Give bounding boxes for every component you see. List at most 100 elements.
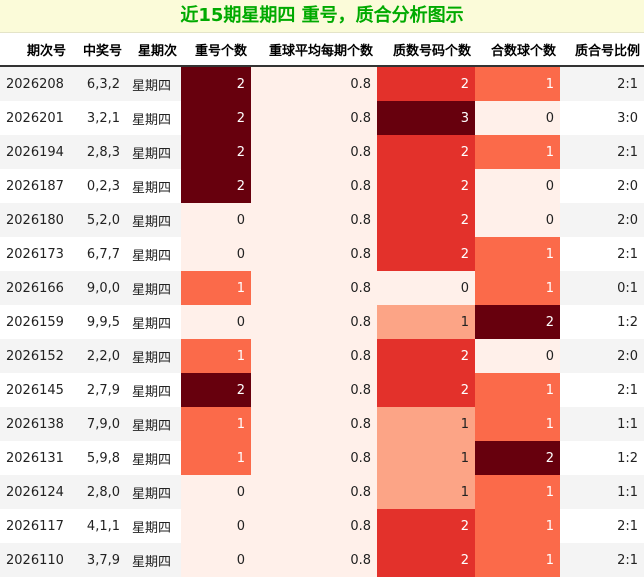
- winning-number-cell: 7,9,0: [70, 407, 126, 441]
- weekday-cell: 星期四: [126, 169, 181, 203]
- page-title: 近15期星期四 重号，质合分析图示: [0, 0, 644, 33]
- composite-count-cell: 1: [475, 135, 560, 169]
- winning-number-cell: 9,9,5: [70, 305, 126, 339]
- composite-count-cell: 2: [475, 441, 560, 475]
- weekday-cell: 星期四: [126, 135, 181, 169]
- ratio-cell: 1:2: [560, 441, 644, 475]
- winning-number-cell: 3,7,9: [70, 543, 126, 577]
- table-row: 2026152 2,2,0 星期四 1 0.8 2 0 2:0: [0, 339, 644, 373]
- repeat-average-cell: 0.8: [251, 237, 377, 271]
- repeat-average-cell: 0.8: [251, 441, 377, 475]
- ratio-cell: 2:0: [560, 169, 644, 203]
- header-issue: 期次号: [0, 33, 70, 67]
- issue-cell: 2026110: [0, 543, 70, 577]
- repeat-count-cell: 0: [181, 203, 251, 237]
- issue-cell: 2026180: [0, 203, 70, 237]
- composite-count-cell: 1: [475, 475, 560, 509]
- table-row: 2026145 2,7,9 星期四 2 0.8 2 1 2:1: [0, 373, 644, 407]
- table-header-row: 期次号 中奖号 星期次 重号个数 重球平均每期个数 质数号码个数 合数球个数 质…: [0, 33, 644, 67]
- repeat-count-cell: 1: [181, 339, 251, 373]
- weekday-cell: 星期四: [126, 203, 181, 237]
- repeat-count-cell: 2: [181, 373, 251, 407]
- ratio-cell: 2:1: [560, 543, 644, 577]
- issue-cell: 2026166: [0, 271, 70, 305]
- prime-count-cell: 3: [377, 101, 475, 135]
- prime-count-cell: 2: [377, 543, 475, 577]
- winning-number-cell: 2,8,3: [70, 135, 126, 169]
- weekday-cell: 星期四: [126, 101, 181, 135]
- weekday-cell: 星期四: [126, 475, 181, 509]
- issue-cell: 2026194: [0, 135, 70, 169]
- repeat-count-cell: 2: [181, 169, 251, 203]
- table-row: 2026201 3,2,1 星期四 2 0.8 3 0 3:0: [0, 101, 644, 135]
- composite-count-cell: 1: [475, 373, 560, 407]
- weekday-cell: 星期四: [126, 339, 181, 373]
- repeat-count-cell: 1: [181, 271, 251, 305]
- header-weekday: 星期次: [126, 33, 181, 67]
- repeat-count-cell: 2: [181, 101, 251, 135]
- header-repeat-average: 重球平均每期个数: [251, 33, 377, 67]
- repeat-count-cell: 2: [181, 66, 251, 101]
- repeat-count-cell: 0: [181, 237, 251, 271]
- winning-number-cell: 0,2,3: [70, 169, 126, 203]
- prime-count-cell: 2: [377, 373, 475, 407]
- header-composite-count: 合数球个数: [475, 33, 560, 67]
- weekday-cell: 星期四: [126, 373, 181, 407]
- ratio-cell: 2:1: [560, 509, 644, 543]
- prime-count-cell: 1: [377, 441, 475, 475]
- table-row: 2026194 2,8,3 星期四 2 0.8 2 1 2:1: [0, 135, 644, 169]
- composite-count-cell: 0: [475, 101, 560, 135]
- table-row: 2026180 5,2,0 星期四 0 0.8 2 0 2:0: [0, 203, 644, 237]
- ratio-cell: 2:1: [560, 237, 644, 271]
- issue-cell: 2026159: [0, 305, 70, 339]
- weekday-cell: 星期四: [126, 509, 181, 543]
- repeat-count-cell: 0: [181, 543, 251, 577]
- table-row: 2026187 0,2,3 星期四 2 0.8 2 0 2:0: [0, 169, 644, 203]
- repeat-average-cell: 0.8: [251, 101, 377, 135]
- repeat-average-cell: 0.8: [251, 305, 377, 339]
- prime-count-cell: 2: [377, 135, 475, 169]
- prime-count-cell: 1: [377, 305, 475, 339]
- repeat-count-cell: 0: [181, 509, 251, 543]
- issue-cell: 2026208: [0, 66, 70, 101]
- repeat-count-cell: 0: [181, 475, 251, 509]
- issue-cell: 2026187: [0, 169, 70, 203]
- repeat-count-cell: 0: [181, 305, 251, 339]
- composite-count-cell: 1: [475, 407, 560, 441]
- weekday-cell: 星期四: [126, 237, 181, 271]
- repeat-average-cell: 0.8: [251, 373, 377, 407]
- winning-number-cell: 9,0,0: [70, 271, 126, 305]
- issue-cell: 2026124: [0, 475, 70, 509]
- prime-count-cell: 0: [377, 271, 475, 305]
- repeat-count-cell: 2: [181, 135, 251, 169]
- repeat-average-cell: 0.8: [251, 339, 377, 373]
- prime-count-cell: 2: [377, 169, 475, 203]
- winning-number-cell: 4,1,1: [70, 509, 126, 543]
- winning-number-cell: 2,2,0: [70, 339, 126, 373]
- repeat-count-cell: 1: [181, 407, 251, 441]
- prime-count-cell: 2: [377, 66, 475, 101]
- table-row: 2026131 5,9,8 星期四 1 0.8 1 2 1:2: [0, 441, 644, 475]
- composite-count-cell: 2: [475, 305, 560, 339]
- header-winning-number: 中奖号: [70, 33, 126, 67]
- ratio-cell: 1:2: [560, 305, 644, 339]
- weekday-cell: 星期四: [126, 271, 181, 305]
- winning-number-cell: 3,2,1: [70, 101, 126, 135]
- ratio-cell: 1:1: [560, 475, 644, 509]
- composite-count-cell: 0: [475, 169, 560, 203]
- composite-count-cell: 1: [475, 66, 560, 101]
- table-row: 2026166 9,0,0 星期四 1 0.8 0 1 0:1: [0, 271, 644, 305]
- ratio-cell: 2:0: [560, 339, 644, 373]
- prime-count-cell: 1: [377, 407, 475, 441]
- repeat-average-cell: 0.8: [251, 407, 377, 441]
- composite-count-cell: 1: [475, 271, 560, 305]
- prime-count-cell: 2: [377, 237, 475, 271]
- issue-cell: 2026117: [0, 509, 70, 543]
- prime-count-cell: 1: [377, 475, 475, 509]
- ratio-cell: 2:1: [560, 135, 644, 169]
- issue-cell: 2026138: [0, 407, 70, 441]
- ratio-cell: 2:1: [560, 66, 644, 101]
- issue-cell: 2026131: [0, 441, 70, 475]
- issue-cell: 2026152: [0, 339, 70, 373]
- winning-number-cell: 6,7,7: [70, 237, 126, 271]
